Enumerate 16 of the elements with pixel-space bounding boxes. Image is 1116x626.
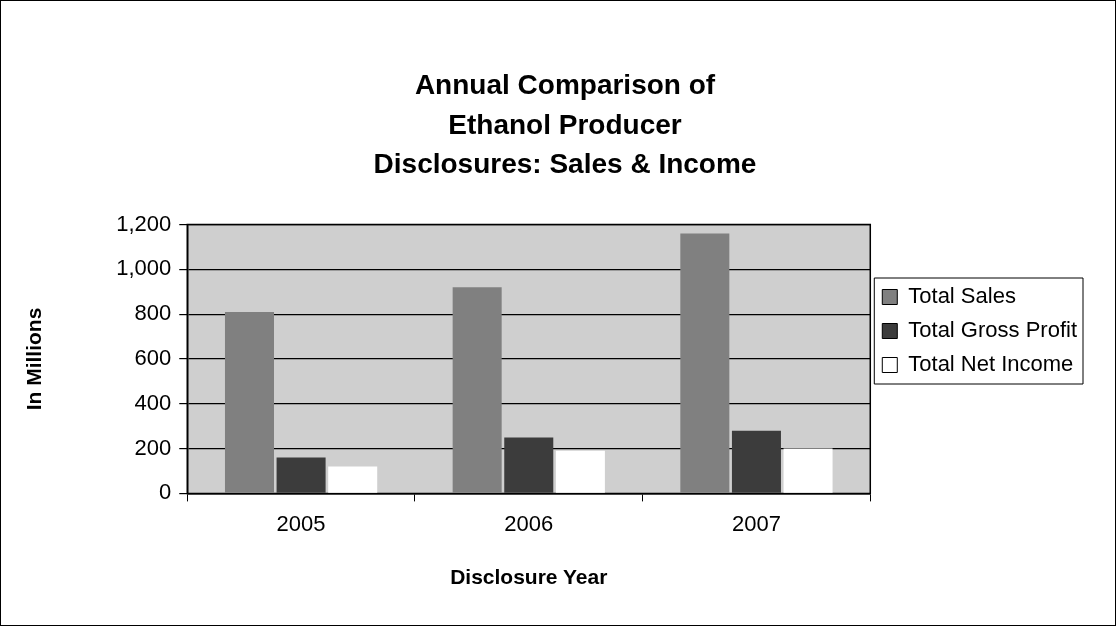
- chart-title: Annual Comparison of Ethanol Producer Disclosures: Sales & Income: [373, 69, 757, 179]
- y-tick-label: 1,200: [116, 210, 172, 236]
- x-tick-label: 2006: [504, 510, 554, 536]
- y-tick-label: 600: [134, 345, 172, 371]
- y-tick-label: 0: [159, 479, 172, 505]
- x-tick-label: 2007: [731, 510, 781, 536]
- y-tick-label: 800: [134, 300, 172, 326]
- x-tick-label: 2005: [276, 510, 326, 536]
- y-axis-title: In Millions: [22, 307, 46, 411]
- y-tick-label: 200: [134, 434, 172, 460]
- y-tick-label: 1,000: [116, 255, 172, 281]
- legend-label: Total Net Income: [908, 351, 1074, 377]
- x-axis-title: Disclosure Year: [450, 565, 608, 589]
- legend-label: Total Sales: [908, 283, 1016, 309]
- legend-label: Total Gross Profit: [908, 317, 1077, 343]
- y-tick-label: 400: [134, 389, 172, 415]
